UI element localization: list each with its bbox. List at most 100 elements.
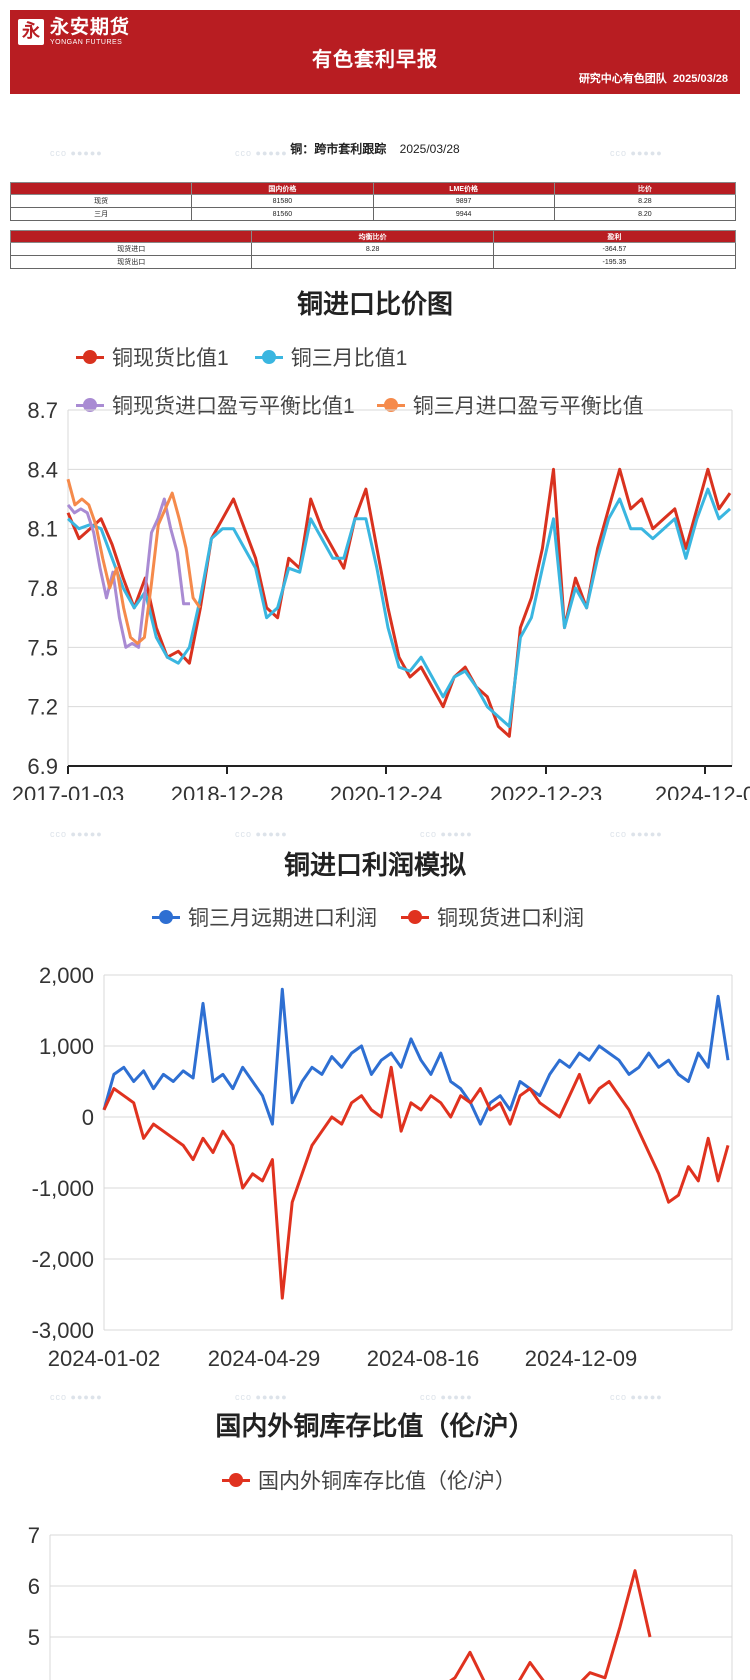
table-cell: -364.57 [492, 242, 737, 256]
y-tick-label: 6 [28, 1574, 40, 1599]
y-tick-label: -2,000 [32, 1247, 94, 1272]
x-tick-label: 2017-01-03 [12, 782, 125, 800]
legend-marker-icon [222, 1472, 250, 1487]
legend-label: 铜三月比值1 [290, 347, 408, 370]
x-tick-label: 2024-01-02 [48, 1346, 161, 1371]
x-tick-label: 2018-12-28 [171, 782, 284, 800]
y-tick-label: 7.2 [27, 695, 58, 720]
x-tick-label: 2024-08-16 [367, 1346, 480, 1371]
x-tick-label: 2022-12-23 [490, 782, 603, 800]
legend-marker-icon [152, 909, 180, 924]
logo-icon: 永 [18, 19, 44, 45]
watermark: cco ●●●●● [235, 1392, 288, 1402]
series-line [66, 478, 202, 645]
y-tick-label: 8.4 [27, 457, 58, 482]
table-row: 现货进口 8.28 -364.57 [9, 242, 737, 256]
price-table: 国内价格 LME价格 比价 现货 81580 9897 8.28 三月 8156… [9, 182, 737, 221]
report-header: 永 永安期货 YONGAN FUTURES 有色套利早报 研究中心有色团队 20… [10, 10, 740, 94]
chart-legend: 国内外铜库存比值（伦/沪） [222, 1465, 516, 1495]
watermark: cco ●●●●● [610, 829, 663, 839]
table-cell: 81560 [191, 207, 374, 221]
legend-label: 铜三月进口盈亏平衡比值 [412, 395, 644, 418]
series-line [102, 987, 730, 1126]
logo-name-cn: 永安期货 [50, 17, 131, 38]
report-date: 2025/03/28 [672, 73, 728, 85]
series-line [66, 487, 732, 728]
series-line [102, 1065, 730, 1300]
table-cell: 8.28 [553, 194, 737, 208]
chart-title: 铜进口比价图 [296, 289, 453, 319]
table-cell: 8.28 [251, 242, 494, 256]
legend-marker-icon [254, 349, 283, 364]
table-header: 盈利 [492, 230, 737, 243]
watermark: cco ●●●●● [420, 1392, 473, 1402]
table-cell: 9944 [372, 207, 555, 221]
page-title: 有色套利早报 [312, 49, 438, 71]
table-row: 现货出口 -195.35 [9, 255, 737, 269]
y-tick-label: 7 [28, 1523, 40, 1548]
y-tick-label: 7.5 [27, 635, 58, 660]
legend-label: 铜现货进口盈亏平衡比值1 [112, 395, 355, 418]
logo-text: 永安期货 YONGAN FUTURES [50, 18, 130, 46]
watermark: cco ●●●●● [50, 1392, 103, 1402]
y-tick-label: 8.1 [27, 517, 58, 542]
team-and-date: 研究中心有色团队 2025/03/28 [579, 70, 728, 86]
table-header-row: 国内价格 LME价格 比价 [9, 182, 737, 195]
series-line [66, 467, 732, 738]
legend-label: 铜现货比值1 [112, 347, 229, 370]
profit-table: 均衡比价 盈利 现货进口 8.28 -364.57 现货出口 -195.35 [9, 230, 737, 269]
table-cell: 三月 [9, 207, 193, 221]
y-tick-label: 5 [28, 1625, 40, 1650]
watermark: cco ●●●●● [50, 829, 103, 839]
table-cell: 现货出口 [9, 255, 253, 269]
company-logo: 永 永安期货 YONGAN FUTURES [18, 18, 130, 46]
table-cell [251, 255, 494, 269]
inventory-ratio-chart: 7 6 5 4 [28, 1523, 733, 1680]
watermark: cco ●●●●● [610, 1392, 663, 1402]
legend-marker-icon [401, 909, 429, 924]
legend-label: 铜三月远期进口利润 [188, 907, 377, 930]
table-cell: 现货进口 [9, 242, 253, 256]
team-name: 研究中心有色团队 [578, 73, 667, 85]
watermark: cco ●●●●● [235, 829, 288, 839]
legend-marker-icon [76, 397, 104, 412]
series-line [449, 1569, 652, 1680]
y-tick-label: -3,000 [32, 1318, 94, 1343]
chart-title: 国内外铜库存比值（伦/沪） [215, 1411, 535, 1441]
y-tick-label: 7.8 [27, 576, 58, 601]
series-line [66, 497, 190, 649]
table-cell: 81580 [191, 194, 374, 208]
table-cell: 8.20 [553, 207, 737, 221]
table-cell: 现货 [9, 194, 193, 208]
legend-marker-icon [376, 397, 405, 412]
y-tick-label: 6.9 [27, 754, 58, 779]
section-subheader: 铜：跨市套利跟踪 2025/03/28 [0, 140, 750, 157]
y-tick-label: 8.7 [27, 400, 58, 423]
watermark: cco ●●●●● [235, 148, 288, 158]
y-tick-label: -1,000 [32, 1176, 94, 1201]
y-tick-label: 4 [28, 1676, 40, 1680]
x-tick-label: 2024-04-29 [208, 1346, 321, 1371]
copy-import-ratio-chart: 6.9 7.2 7.5 7.8 8.1 8.4 8.7 2017-01-03 2018-12-2… [12, 400, 750, 800]
watermark: cco ●●●●● [420, 829, 473, 839]
section-date: 2025/03/28 [399, 142, 460, 156]
table-header: 均衡比价 [251, 230, 494, 243]
y-tick-label: 1,000 [39, 1034, 94, 1059]
copper-import-profit-chart: 2,000 1,000 0 -1,000 -2,000 -3,000 2024-01-02 2… [32, 963, 733, 1371]
section-label: 铜：跨市套利跟踪 [290, 142, 387, 156]
table-cell: -195.35 [492, 255, 737, 269]
x-tick-label: 2020-12-24 [330, 782, 443, 800]
table-cell: 9897 [372, 194, 555, 208]
table-header-row: 均衡比价 盈利 [9, 230, 737, 243]
watermark: cco ●●●●● [50, 148, 103, 158]
chart-legend: 铜三月远期进口利润 铜现货进口利润 [152, 902, 584, 932]
chart-legend: 铜现货进口盈亏平衡比值1 铜三月进口盈亏平衡比值 [76, 390, 644, 420]
y-tick-label: 2,000 [39, 963, 94, 988]
table-row: 三月 81560 9944 8.20 [9, 207, 737, 221]
table-header [9, 182, 193, 195]
table-header: LME价格 [372, 182, 555, 195]
y-tick-label: 0 [82, 1105, 94, 1130]
legend-label: 铜现货进口利润 [437, 907, 584, 930]
legend-label: 国内外铜库存比值（伦/沪） [258, 1470, 516, 1493]
table-row: 现货 81580 9897 8.28 [9, 194, 737, 208]
